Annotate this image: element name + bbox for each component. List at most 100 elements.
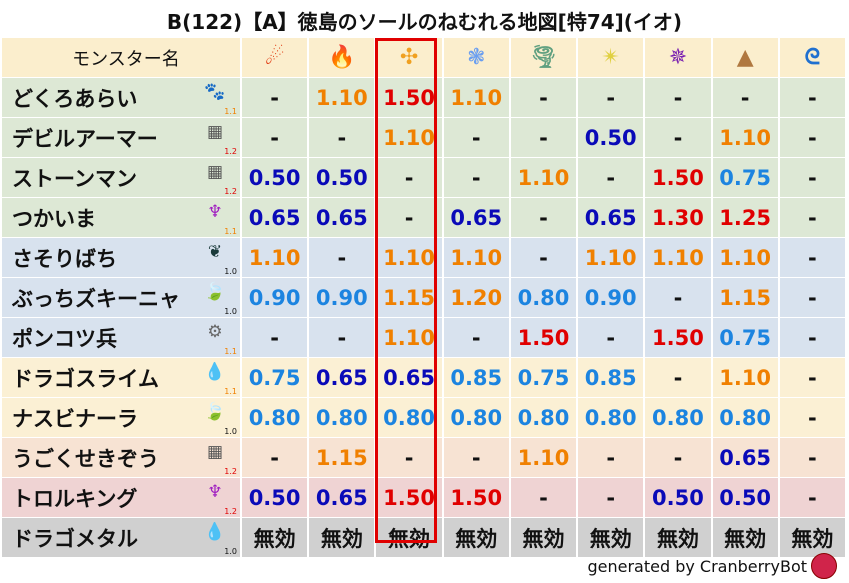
resistance-value: -	[511, 238, 579, 277]
resistance-value: 無効	[309, 518, 377, 557]
gear-icon: ⚙	[207, 322, 223, 342]
resistance-value: 0.65	[444, 198, 511, 237]
resistance-value: 1.10	[376, 118, 444, 157]
resistance-value: 0.50	[713, 478, 780, 517]
resistance-value: 0.65	[713, 438, 780, 477]
monster-name-cell: ナスビナーラ 🍃 1.0	[2, 398, 242, 437]
resistance-value: -	[713, 78, 780, 117]
resistance-value: -	[511, 478, 579, 517]
resistance-value: 1.10	[376, 238, 444, 277]
resistance-value: -	[578, 318, 646, 357]
resistance-value: 0.80	[309, 398, 377, 437]
resistance-value: 0.65	[309, 478, 377, 517]
resistance-value: 0.50	[578, 118, 646, 157]
monster-name-cell: ストーンマン ▦ 1.2	[2, 158, 242, 197]
resistance-value: 0.90	[309, 278, 377, 317]
monster-name-cell: ドラゴスライム 💧 1.1	[2, 358, 242, 397]
water-wave-icon: ᘓ	[804, 45, 821, 70]
resistance-value: 0.50	[645, 478, 713, 517]
column-header-element: ☄	[242, 38, 310, 77]
resistance-table: モンスター名 ☄ 🔥 ✣ ❃ 🌪 ✴ ✵ ▲ ᘓ どくろあらい 🐾 1.1-1.10 1.50 1.10- -…	[2, 38, 847, 558]
column-header-element: ᘓ	[780, 38, 847, 77]
table-row: うごくせきぞう ▦ 1.2-1.15- -1.10- -0.65-	[2, 438, 847, 478]
monster-name-cell: ドラゴメタル 💧 1.0	[2, 518, 242, 557]
resistance-value: -	[444, 438, 511, 477]
resistance-value: -	[780, 278, 847, 317]
resistance-value: 1.20	[444, 278, 511, 317]
resistance-value: 1.10	[713, 358, 780, 397]
leaf-icon: 🍃	[204, 282, 226, 302]
monster-name-cell: ポンコツ兵 ⚙ 1.1	[2, 318, 242, 357]
resistance-value: 0.80	[645, 398, 713, 437]
resistance-value: 1.50	[645, 158, 713, 197]
resistance-value: 0.65	[309, 358, 377, 397]
resistance-value: -	[780, 238, 847, 277]
explosion-icon: ✣	[399, 45, 419, 70]
monster-name: デビルアーマー	[12, 126, 158, 151]
resistance-value: 1.50	[444, 478, 511, 517]
resistance-value: 0.50	[242, 158, 310, 197]
resistance-value: 0.80	[511, 398, 579, 437]
resistance-value: 1.10	[713, 238, 780, 277]
column-header-name: モンスター名	[2, 38, 242, 77]
resistance-value: -	[444, 318, 511, 357]
resistance-value: -	[309, 318, 377, 357]
resistance-value: -	[444, 118, 511, 157]
resistance-value: 1.10	[444, 78, 511, 117]
resistance-value: -	[242, 78, 310, 117]
ice-snowflake-icon: ❃	[467, 45, 486, 70]
column-header-element: ✴	[578, 38, 646, 77]
resistance-value: 0.85	[578, 358, 646, 397]
resistance-value: 1.50	[511, 318, 579, 357]
resistance-value: -	[309, 238, 377, 277]
table-row: ぶっちズキーニャ 🍃 1.0 0.90 0.90 1.15 1.20 0.80 0.90-1.1…	[2, 278, 847, 318]
resistance-value: 1.10	[309, 78, 377, 117]
table-row: ナスビナーラ 🍃 1.0 0.80 0.80 0.80 0.80 0.80 0.80 0.80 0.…	[2, 398, 847, 438]
slime-icon: 💧	[204, 362, 226, 382]
resistance-value: -	[780, 438, 847, 477]
monster-name-cell: つかいま ♆ 1.1	[2, 198, 242, 237]
resistance-value: 1.10	[242, 238, 310, 277]
level-label: 1.1	[224, 387, 237, 396]
monster-name: トロルキング	[12, 486, 138, 511]
brick-icon: ▦	[206, 162, 224, 182]
resistance-value: -	[511, 118, 579, 157]
resistance-value: -	[242, 318, 310, 357]
resistance-value: 1.15	[376, 278, 444, 317]
resistance-value: 無効	[376, 518, 444, 557]
resistance-value: 無効	[444, 518, 511, 557]
paw-icon: 🐾	[204, 82, 226, 102]
resistance-value: 0.65	[309, 198, 377, 237]
resistance-value: -	[780, 478, 847, 517]
resistance-value: 1.10	[376, 318, 444, 357]
table-row: ドラゴスライム 💧 1.1 0.75 0.65 0.65 0.85 0.75 0.85-1.10…	[2, 358, 847, 398]
monster-name: ドラゴスライム	[12, 366, 159, 391]
resistance-value: -	[511, 78, 579, 117]
resistance-value: 1.10	[578, 238, 646, 277]
resistance-value: 無効	[578, 518, 646, 557]
resistance-value: 0.80	[511, 278, 579, 317]
resistance-value: 0.75	[242, 358, 310, 397]
dark-shuriken-icon: ✵	[668, 45, 688, 70]
resistance-value: 0.65	[242, 198, 310, 237]
slime-icon: 💧	[204, 522, 226, 542]
flame-icon: 🔥	[328, 45, 356, 70]
resistance-value: -	[242, 438, 310, 477]
resistance-value: 無効	[511, 518, 579, 557]
resistance-value: 1.50	[376, 478, 444, 517]
table-row: デビルアーマー ▦ 1.2- -1.10- -0.50-1.10-	[2, 118, 847, 158]
resistance-value: 1.10	[444, 238, 511, 277]
table-row: ポンコツ兵 ⚙ 1.1- -1.10-1.50-1.50 0.75-	[2, 318, 847, 358]
resistance-value: -	[511, 198, 579, 237]
resistance-value: 0.75	[713, 158, 780, 197]
resistance-value: 無効	[713, 518, 780, 557]
level-label: 1.1	[224, 347, 237, 356]
level-label: 1.0	[224, 267, 237, 276]
resistance-value: 1.10	[511, 438, 579, 477]
column-header-element: ✵	[645, 38, 713, 77]
resistance-value: -	[444, 158, 511, 197]
resistance-value: 0.90	[242, 278, 310, 317]
resistance-value: -	[309, 118, 377, 157]
monster-name: ポンコツ兵	[12, 326, 117, 351]
monster-name-cell: トロルキング ♆ 1.2	[2, 478, 242, 517]
